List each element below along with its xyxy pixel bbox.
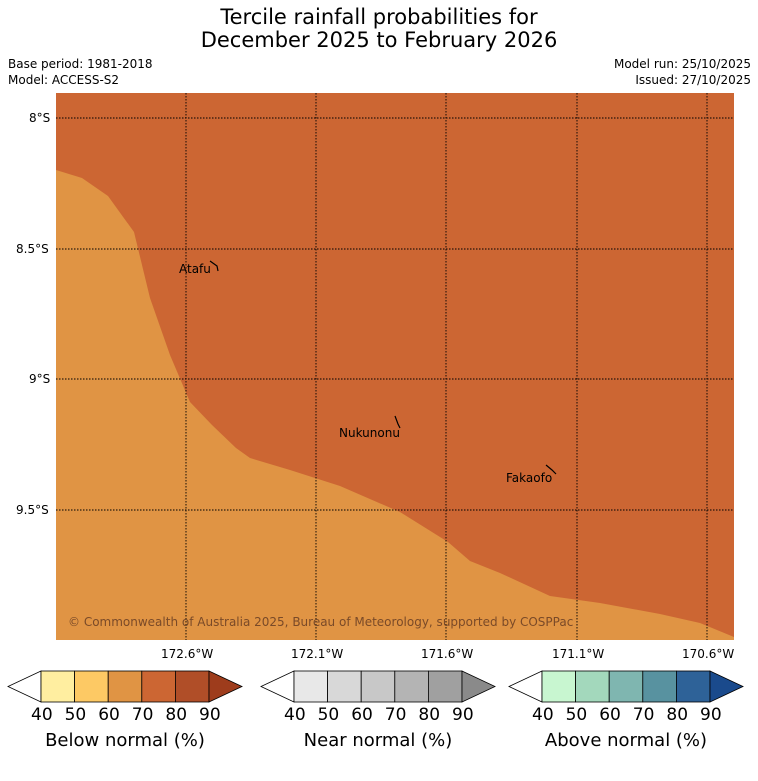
map-title-line-2: December 2025 to February 2026	[200, 28, 558, 52]
colorbar-above-segment-5	[676, 670, 711, 703]
colorbar-above-title: Above normal (%)	[544, 730, 708, 751]
issued-text: Issued: 27/10/2025	[635, 73, 751, 87]
colorbar-near-tick-label: 50	[317, 705, 340, 725]
colorbar-below-tick-label: 50	[64, 705, 87, 725]
colorbar-below-segment-4	[141, 670, 176, 703]
map-lower-region	[56, 170, 734, 640]
colorbar-above-segment-2	[575, 670, 610, 703]
colorbar-below-under-arrow	[7, 670, 42, 703]
atafu-island-shape	[209, 260, 219, 272]
colorbar-above-tick-label: 40	[532, 705, 554, 725]
colorbar-above-segment-3	[608, 670, 644, 703]
colorbar-above-segment-1	[541, 670, 576, 703]
colorbar-above-tick-label: 50	[565, 705, 588, 725]
colorbar-near-segment-5	[427, 670, 463, 703]
lon-label-172-6w: 172.6°W	[161, 647, 214, 661]
colorbar-near-title: Near normal (%)	[303, 730, 453, 751]
colorbar-above-tick-label: 70	[632, 705, 655, 725]
colorbar-near-segment-2	[327, 670, 362, 703]
colorbar-near-tick-label: 40	[284, 705, 306, 725]
colorbar-below-tick-label: 40	[31, 705, 53, 725]
colorbar-above-segment-4	[642, 670, 677, 703]
lon-label-171-6w: 171.6°W	[421, 647, 474, 661]
place-label-fakaofo: Fakaofo	[506, 471, 552, 485]
colorbar-near-tick-label: 70	[384, 705, 407, 725]
lat-label-9-5s: 9.5°S	[16, 503, 49, 517]
colorbar-below-tick-label: 70	[131, 705, 154, 725]
colorbar-below-segment-3	[107, 670, 143, 703]
model-run-text: Model run: 25/10/2025	[613, 57, 751, 71]
lon-label-172-1w: 172.1°W	[291, 647, 344, 661]
colorbar-near-segment-1	[293, 670, 328, 703]
colorbar-near-under-arrow	[260, 670, 295, 703]
colorbar-below-tick-label: 80	[165, 705, 188, 725]
colorbar-below-over-arrow	[208, 670, 243, 703]
place-label-nukunonu: Nukunonu	[339, 426, 400, 440]
lat-label-9s: 9°S	[29, 372, 51, 386]
colorbar-near-tick-label: 60	[351, 705, 373, 725]
lon-label-171-1w: 171.1°W	[552, 647, 605, 661]
colorbar-above-over-arrow	[709, 670, 744, 703]
lat-label-8s: 8°S	[29, 111, 51, 125]
colorbar-group	[7, 670, 744, 703]
colorbar-near-segment-4	[394, 670, 429, 703]
lon-label-170-6w: 170.6°W	[682, 647, 735, 661]
colorbar-below-segment-5	[174, 670, 210, 703]
fakaofo-island-shape	[545, 464, 557, 475]
colorbar-below-tick-label: 90	[199, 705, 221, 725]
map-title-line-1: Tercile rainfall probabilities for	[220, 5, 538, 29]
colorbar-below-title: Below normal (%)	[45, 730, 205, 751]
colorbar-above-under-arrow	[508, 670, 543, 703]
colorbar-near-over-arrow	[461, 670, 496, 703]
graticule	[56, 93, 734, 640]
model-text: Model: ACCESS-S2	[8, 73, 120, 87]
copyright-text: © Commonwealth of Australia 2025, Bureau…	[68, 615, 573, 629]
colorbar-below-tick-label: 60	[98, 705, 120, 725]
colorbar-above-tick-label: 80	[666, 705, 689, 725]
colorbar-below-segment-1	[40, 670, 75, 703]
colorbar-near-segment-3	[360, 670, 396, 703]
colorbar-below-segment-2	[74, 670, 109, 703]
place-label-atafu: Atafu	[179, 262, 211, 276]
colorbar-near-tick-label: 90	[452, 705, 474, 725]
colorbar-near-tick-label: 80	[418, 705, 441, 725]
colorbar-above-tick-label: 90	[700, 705, 722, 725]
nukunonu-island-shape	[394, 415, 401, 429]
colorbar-above-tick-label: 60	[599, 705, 621, 725]
base-period-text: Base period: 1981-2018	[8, 57, 153, 71]
lat-label-8-5s: 8.5°S	[16, 242, 49, 256]
